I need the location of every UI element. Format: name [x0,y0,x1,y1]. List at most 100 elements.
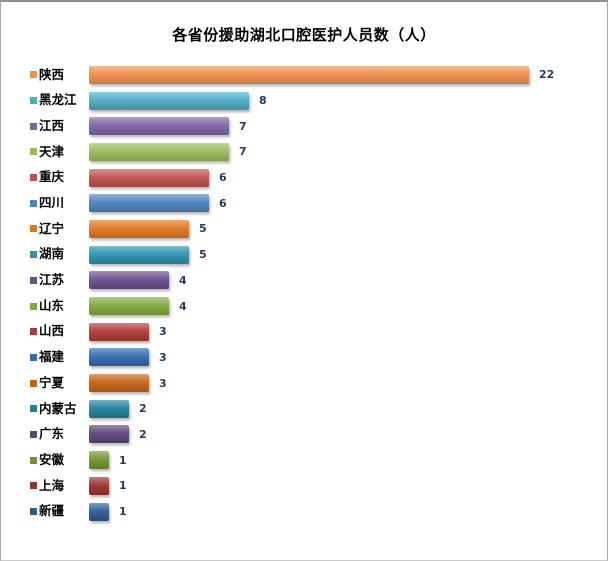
category-marker-icon [30,122,37,130]
bar-cell: 7 [89,113,607,139]
category-label: 黑龙江 [39,92,77,108]
bar-row: 安徽 1 [1,447,607,473]
value-label: 5 [199,222,207,236]
bar-row: 新疆 1 [1,499,607,525]
value-label: 6 [219,171,227,185]
category-cell: 山西 [1,325,89,338]
bar-row: 重庆 6 [1,165,607,191]
bar-cell: 5 [89,216,607,242]
bar-cell: 4 [89,268,607,294]
bar [89,65,529,84]
category-label: 江西 [39,117,65,133]
category-cell: 安徽 [1,451,89,467]
bar-cell: 22 [89,62,607,88]
category-label: 宁夏 [39,374,65,390]
category-cell: 宁夏 [1,374,89,390]
bar-cell: 2 [89,396,607,422]
category-label: 安徽 [39,451,65,467]
value-label: 1 [119,453,127,467]
category-cell: 内蒙古 [1,400,89,416]
category-cell: 广东 [1,428,89,441]
chart-title: 各省份援助湖北口腔医护人员数（人） [172,26,436,44]
bar [89,142,229,161]
category-marker-icon [30,379,37,387]
category-label: 江苏 [39,272,65,288]
category-label: 山东 [39,297,65,313]
category-label: 福建 [39,349,65,365]
category-marker-icon [30,508,37,516]
value-label: 3 [159,376,167,390]
category-cell: 黑龙江 [1,94,89,107]
bar [89,297,169,316]
value-label: 22 [539,68,555,82]
category-label: 上海 [39,477,65,493]
bar-row: 上海 1 [1,473,607,499]
category-cell: 福建 [1,351,89,364]
bar-row: 山东 4 [1,293,607,319]
bar [89,117,229,136]
bar-row: 江苏 4 [1,268,607,294]
category-label: 新疆 [39,503,65,519]
bar-cell: 6 [89,165,607,191]
bar-row: 黑龙江 8 [1,88,607,114]
bar-cell: 4 [89,293,607,319]
bar-row: 宁夏 3 [1,370,607,396]
bar-row: 天津 7 [1,139,607,165]
category-label: 山西 [39,323,65,339]
category-marker-icon [30,405,37,413]
bar-cell: 6 [89,190,607,216]
category-marker-icon [30,97,37,105]
value-label: 3 [159,325,167,339]
bar [89,348,149,367]
category-cell: 江苏 [1,274,89,287]
bar-cell: 3 [89,319,607,345]
value-label: 6 [219,196,227,210]
bar [89,322,149,341]
category-marker-icon [30,482,37,490]
category-cell: 湖南 [1,248,89,261]
bar-cell: 1 [89,447,607,473]
category-cell: 重庆 [1,171,89,184]
category-marker-icon [30,251,37,259]
bar-row: 福建 3 [1,345,607,371]
category-label: 辽宁 [39,220,65,236]
value-label: 4 [179,299,187,313]
category-cell: 江西 [1,117,89,133]
category-cell: 上海 [1,477,89,493]
category-marker-icon [30,148,37,156]
category-label: 重庆 [39,169,65,185]
value-label: 5 [199,248,207,262]
bar [89,476,109,495]
bar-cell: 3 [89,345,607,371]
category-marker-icon [30,430,37,438]
bar-cell: 1 [89,473,607,499]
category-marker-icon [30,199,37,207]
value-label: 2 [139,427,147,441]
category-marker-icon [30,456,37,464]
bar-cell: 1 [89,499,607,525]
value-label: 7 [239,145,247,159]
category-label: 内蒙古 [39,400,77,416]
category-marker-icon [30,302,37,310]
bar-row: 内蒙古 2 [1,396,607,422]
bar-row: 山西 3 [1,319,607,345]
category-marker-icon [30,174,37,182]
category-label: 四川 [39,195,65,211]
value-label: 4 [179,273,187,287]
value-label: 3 [159,350,167,364]
category-cell: 辽宁 [1,220,89,236]
category-cell: 天津 [1,145,89,159]
bar [89,271,169,290]
bar [89,168,209,187]
bar [89,451,109,470]
category-marker-icon [30,353,37,361]
bar [89,245,189,264]
value-label: 7 [239,119,247,133]
bar [89,219,189,238]
bar-cell: 2 [89,422,607,448]
category-cell: 新疆 [1,505,89,518]
value-label: 2 [139,402,147,416]
bar [89,399,129,418]
bar-row: 江西 7 [1,113,607,139]
bar [89,502,109,521]
